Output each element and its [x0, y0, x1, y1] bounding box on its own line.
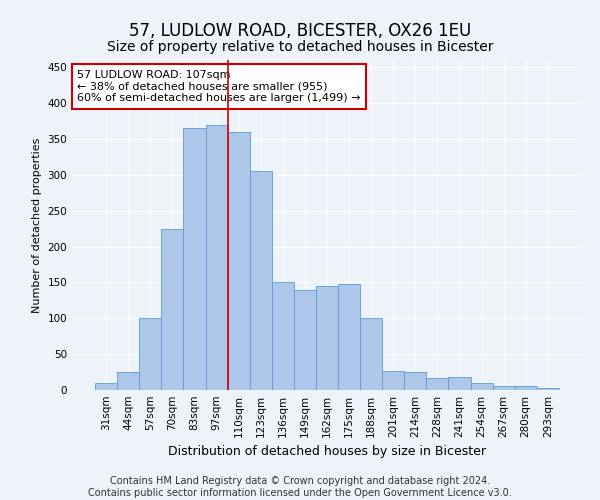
Bar: [227, 132, 250, 390]
Bar: [515, 386, 537, 390]
Text: Size of property relative to detached houses in Bicester: Size of property relative to detached ho…: [107, 40, 493, 54]
Text: 57, LUDLOW ROAD, BICESTER, OX26 1EU: 57, LUDLOW ROAD, BICESTER, OX26 1EU: [129, 22, 471, 40]
Y-axis label: Number of detached properties: Number of detached properties: [32, 138, 42, 312]
Bar: [161, 228, 184, 390]
Bar: [493, 386, 515, 390]
Text: 57 LUDLOW ROAD: 107sqm
← 38% of detached houses are smaller (955)
60% of semi-de: 57 LUDLOW ROAD: 107sqm ← 38% of detached…: [77, 70, 361, 103]
Bar: [448, 377, 470, 390]
Bar: [470, 383, 493, 390]
Bar: [537, 388, 559, 390]
Bar: [250, 171, 272, 390]
Bar: [117, 372, 139, 390]
Bar: [95, 383, 117, 390]
Bar: [316, 286, 338, 390]
Bar: [272, 282, 294, 390]
Bar: [360, 318, 382, 390]
Bar: [404, 372, 427, 390]
Bar: [382, 370, 404, 390]
Bar: [294, 290, 316, 390]
Bar: [139, 318, 161, 390]
Bar: [338, 284, 360, 390]
Text: Contains HM Land Registry data © Crown copyright and database right 2024.
Contai: Contains HM Land Registry data © Crown c…: [88, 476, 512, 498]
Bar: [427, 378, 448, 390]
X-axis label: Distribution of detached houses by size in Bicester: Distribution of detached houses by size …: [168, 446, 486, 458]
Bar: [206, 124, 227, 390]
Bar: [184, 128, 206, 390]
